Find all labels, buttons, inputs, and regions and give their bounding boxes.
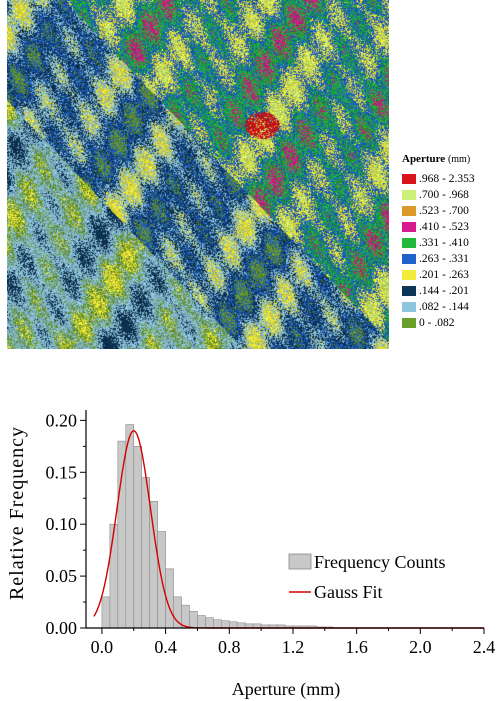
legend-item: .700 - .968	[402, 187, 502, 203]
legend-swatch	[402, 318, 416, 328]
histogram-bar	[125, 424, 135, 629]
legend-label: .263 - .331	[419, 253, 469, 265]
legend-label: .144 - .201	[419, 285, 469, 297]
histogram-bar	[101, 596, 111, 629]
x-tick-label: 0.8	[218, 637, 241, 657]
x-tick-label: 0.0	[91, 637, 114, 657]
histogram-bar	[213, 619, 222, 629]
legend-swatch	[402, 206, 416, 216]
y-tick-label: 0.00	[46, 618, 78, 638]
legend-swatch	[402, 254, 416, 264]
legend-label: .201 - .263	[419, 269, 469, 281]
x-tick-label: 1.6	[345, 637, 368, 657]
x-axis-label: Aperture (mm)	[232, 679, 340, 700]
legend-label-gauss-fit: Gauss Fit	[314, 582, 383, 602]
histogram-bar	[141, 477, 150, 629]
histogram-bar	[236, 622, 246, 629]
y-tick-label: 0.05	[46, 566, 78, 586]
legend-swatch	[402, 222, 416, 232]
histogram-bar	[133, 446, 143, 629]
y-tick-label: 0.15	[46, 462, 78, 482]
x-tick-label: 2.0	[409, 637, 432, 657]
y-tick-label: 0.10	[46, 514, 78, 534]
legend-title-text: Aperture	[402, 153, 446, 165]
legend-rows: .968 - 2.353 .700 - .968 .523 - .700 .410 -…	[402, 171, 502, 331]
legend-swatch	[402, 174, 416, 184]
map-legend: Aperture (mm) .968 - 2.353 .700 - .968 .52…	[402, 153, 502, 331]
legend-swatch	[402, 190, 416, 200]
histogram-bar	[228, 621, 238, 629]
x-tick-label: 1.2	[282, 637, 305, 657]
legend-label: .700 - .968	[419, 189, 469, 201]
histogram-bar	[197, 615, 206, 629]
legend-item: .144 - .201	[402, 283, 502, 299]
legend-item: .968 - 2.353	[402, 171, 502, 187]
legend-item: .523 - .700	[402, 203, 502, 219]
legend-item: .201 - .263	[402, 267, 502, 283]
histogram-bar	[189, 611, 198, 629]
legend-item: .263 - .331	[402, 251, 502, 267]
legend-item: .331 - .410	[402, 235, 502, 251]
legend-label: .523 - .700	[419, 205, 469, 217]
legend-swatch	[402, 286, 416, 296]
histogram-bar	[109, 523, 119, 629]
legend-label: .082 - .144	[419, 301, 469, 313]
aperture-histogram: 0.0 0.4 0.8 1.2 1.6 2.0 2.4 0.00 0.05 0.10 0.15 0.2…	[6, 410, 496, 700]
legend-swatch	[402, 238, 416, 248]
legend-label-frequency-counts: Frequency Counts	[314, 552, 445, 572]
legend-swatch	[402, 302, 416, 312]
chart-legend: Frequency Counts Gauss Fit	[288, 552, 445, 602]
y-axis-label: Relative Frequency	[6, 426, 28, 600]
legend-label: .410 - .523	[419, 221, 469, 233]
histogram-bars	[101, 424, 334, 629]
legend-title: Aperture (mm)	[402, 153, 502, 165]
tick-labels: 0.0 0.4 0.8 1.2 1.6 2.0 2.4 0.00 0.05 0.10 0.15 0.2…	[46, 410, 496, 657]
legend-item: .082 - .144	[402, 299, 502, 315]
y-tick-label: 0.20	[46, 410, 78, 430]
legend-swatch-frequency-counts	[288, 553, 312, 570]
legend-title-unit: (mm)	[447, 154, 471, 165]
aperture-map-image	[7, 0, 389, 349]
histogram-bar	[117, 440, 127, 629]
legend-item: 0 - .082	[402, 315, 502, 331]
histogram-bar	[221, 620, 230, 629]
legend-label: .331 - .410	[419, 237, 469, 249]
x-tick-label: 0.4	[154, 637, 177, 657]
histogram-bar	[149, 501, 158, 629]
histogram-bar	[205, 617, 214, 629]
legend-label: .968 - 2.353	[419, 173, 475, 185]
legend-label: 0 - .082	[419, 317, 455, 329]
chart-axes	[80, 410, 485, 634]
legend-item: .410 - .523	[402, 219, 502, 235]
x-tick-label: 2.4	[473, 637, 496, 657]
legend-swatch	[402, 270, 416, 280]
